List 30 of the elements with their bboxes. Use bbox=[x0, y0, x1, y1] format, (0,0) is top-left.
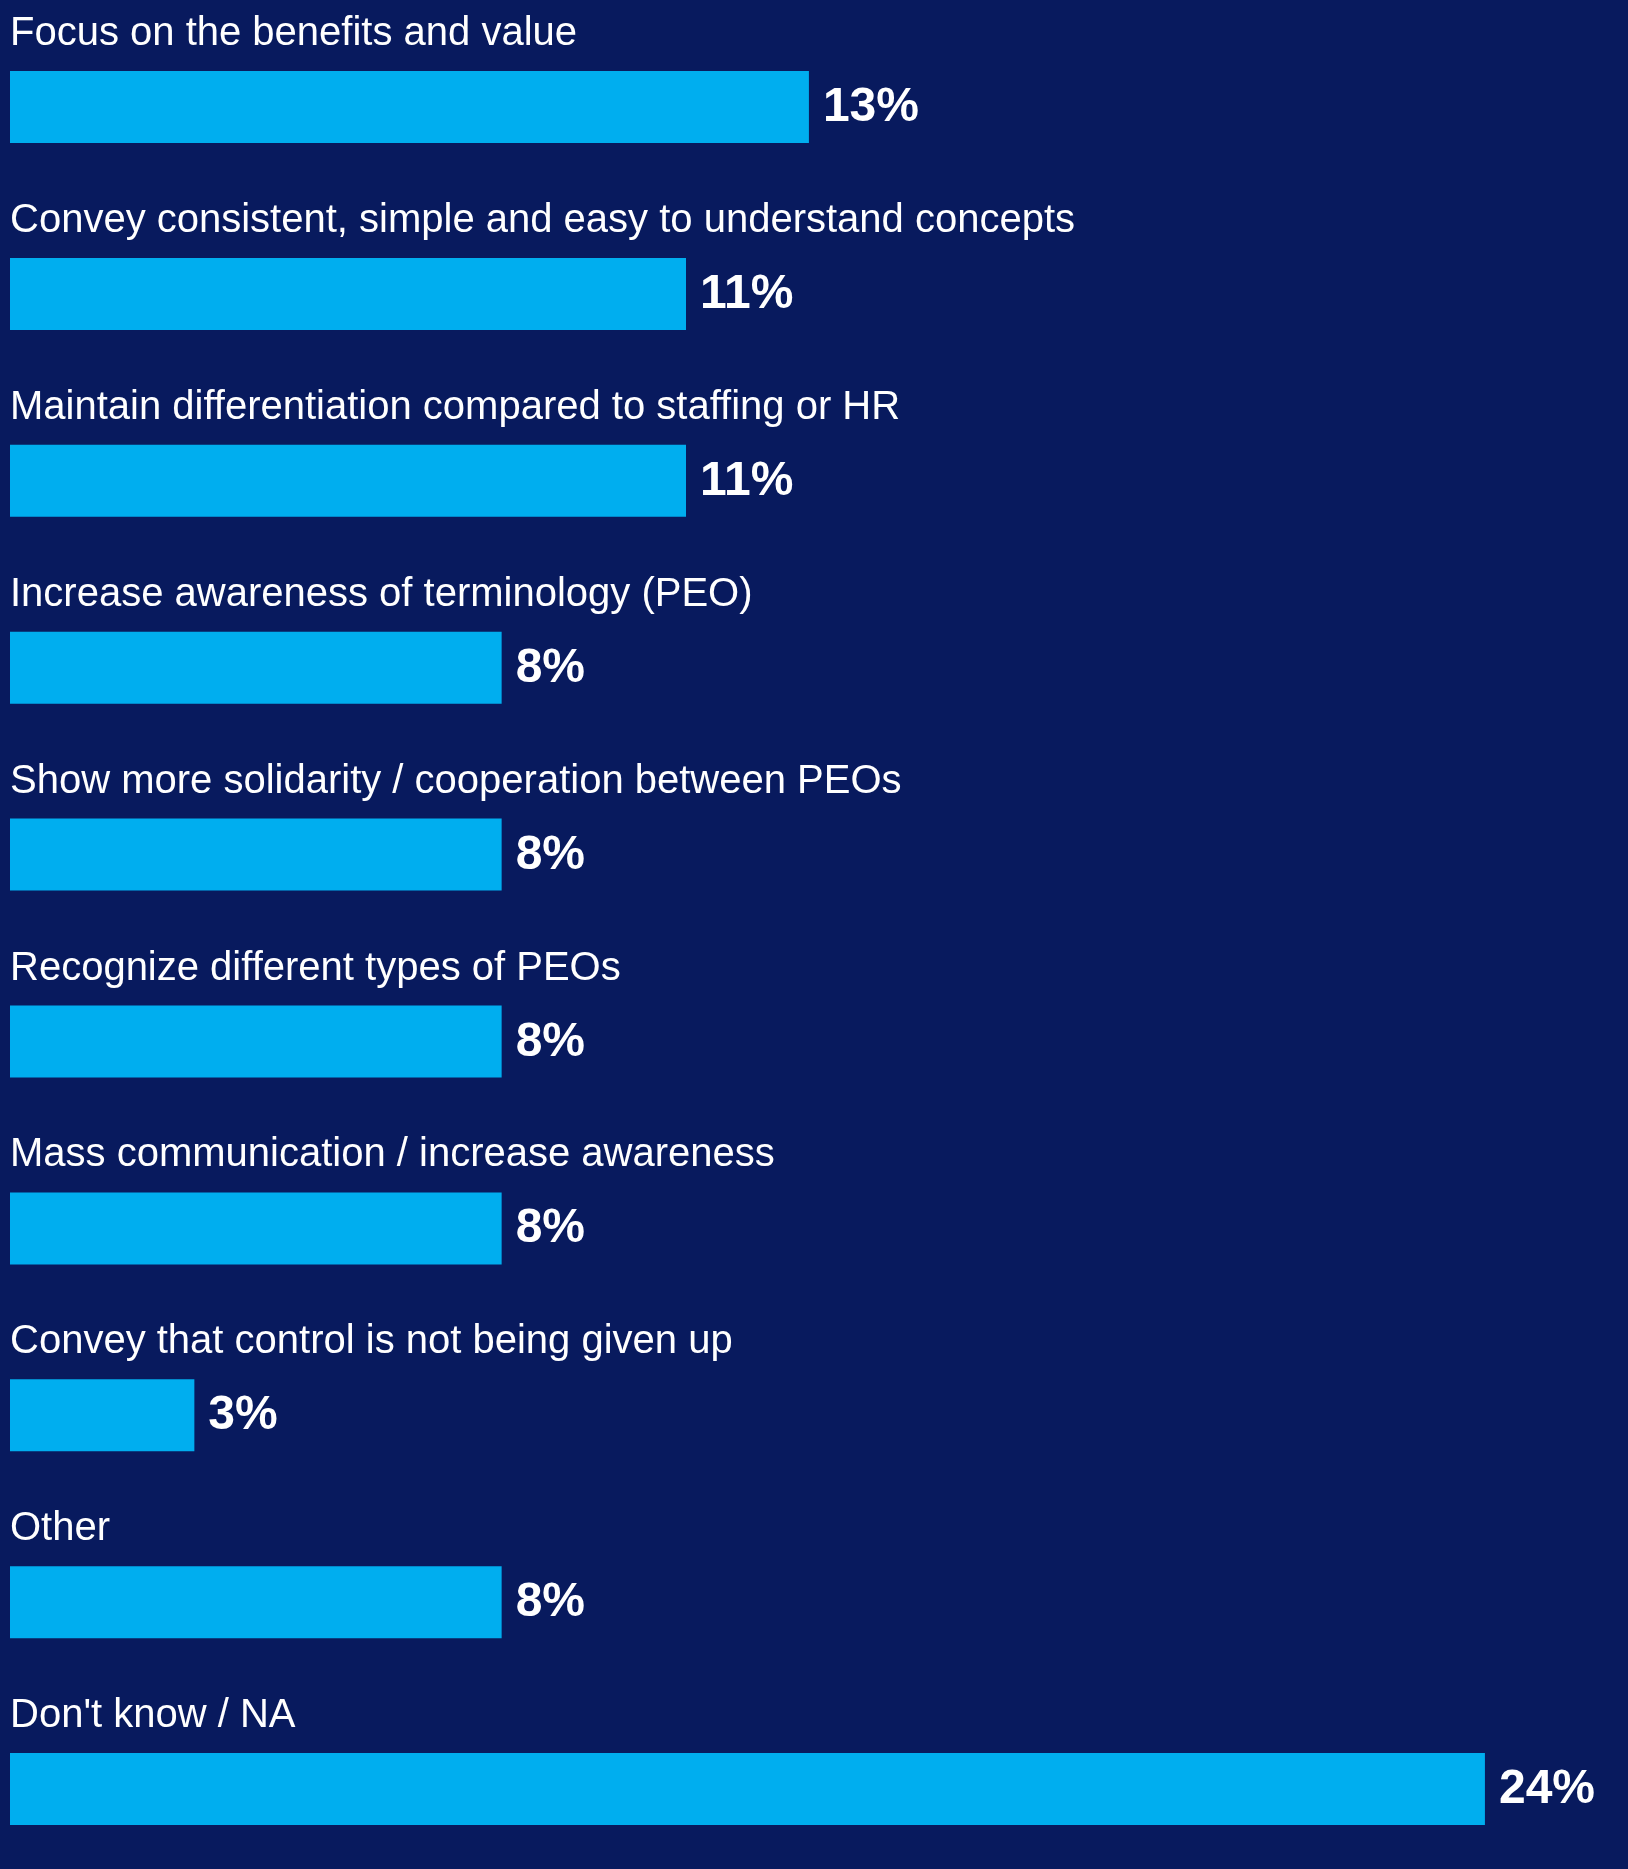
data-label: 11% bbox=[700, 264, 794, 318]
bar bbox=[10, 1192, 502, 1265]
data-label: 8% bbox=[515, 1573, 586, 1627]
y-tick-label: Mass communication / increase awareness bbox=[10, 1130, 775, 1175]
y-tick-label: Increase awareness of terminology (PEO) bbox=[10, 569, 753, 614]
y-tick-label: Other bbox=[10, 1504, 111, 1549]
data-label: 8% bbox=[515, 1199, 586, 1253]
bar bbox=[10, 257, 687, 330]
y-tick-label: Maintain differentiation compared to staffing or HR bbox=[10, 382, 901, 427]
bar bbox=[10, 818, 502, 891]
bar bbox=[10, 1005, 502, 1078]
y-tick-label: Focus on the benefits and value bbox=[10, 9, 578, 53]
y-tick-label: Show more solidarity / cooperation between PEOs bbox=[10, 756, 902, 801]
data-label: 8% bbox=[515, 1012, 586, 1066]
data-label: 24% bbox=[1498, 1760, 1596, 1814]
y-tick-label: Convey consistent, simple and easy to understand concepts bbox=[10, 195, 1076, 240]
data-label: 8% bbox=[515, 825, 586, 879]
data-label: 11% bbox=[700, 451, 794, 505]
data-label: 13% bbox=[822, 78, 919, 131]
y-tick-label: Convey that control is not being given up bbox=[10, 1317, 733, 1362]
bar bbox=[10, 1379, 195, 1452]
y-tick-label: Don't know / NA bbox=[10, 1691, 296, 1736]
bar bbox=[10, 444, 687, 517]
bar bbox=[10, 71, 809, 143]
y-tick-label: Recognize different types of PEOs bbox=[10, 943, 621, 988]
data-label: 8% bbox=[515, 638, 586, 692]
data-label: 3% bbox=[208, 1386, 278, 1440]
bar bbox=[10, 1566, 502, 1639]
bar bbox=[10, 631, 502, 704]
bar bbox=[10, 1753, 1485, 1826]
